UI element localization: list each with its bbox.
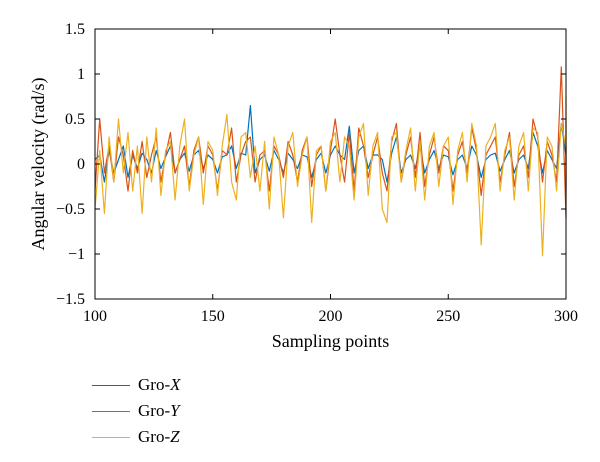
x-tick-label: 200 — [319, 308, 343, 325]
series-layer — [94, 66, 567, 257]
y-tick-label: −1 — [68, 246, 85, 263]
y-tick-label: 1.5 — [65, 21, 85, 38]
y-tick-label: 1 — [77, 66, 85, 83]
legend-label-gro-z: Gro-Z — [138, 427, 180, 446]
x-tick-label: 150 — [201, 308, 225, 325]
legend-label-gro-y: Gro-Y — [138, 401, 180, 420]
x-tick-label: 250 — [436, 308, 460, 325]
y-tick-label: 0.5 — [65, 111, 85, 128]
legend-swatch-gro-z — [92, 436, 130, 438]
legend-swatch-gro-y — [92, 410, 130, 412]
y-axis-label: Angular velocity (rad/s) — [28, 78, 49, 251]
y-tick-label: −0.5 — [56, 201, 85, 218]
y-tick-label: 0 — [77, 156, 85, 173]
y-tick-label: −1.5 — [56, 291, 85, 308]
series-line-gro-z — [94, 96, 567, 257]
legend-swatch-gro-x — [92, 384, 130, 386]
legend-item-gro-x: Gro-X — [92, 372, 181, 398]
x-axis-label: Sampling points — [272, 331, 390, 351]
legend-item-gro-z: Gro-Z — [92, 424, 181, 450]
x-tick-label: 300 — [554, 308, 578, 325]
legend-label-gro-x: Gro-X — [138, 375, 181, 394]
legend-item-gro-y: Gro-Y — [92, 398, 181, 424]
plot-frame — [94, 28, 567, 300]
ticks-layer: 100 150 200 250 300 −1.5 −1 −0.5 0 0.5 1 1.5 — [56, 21, 578, 325]
x-tick-label: 100 — [83, 308, 107, 325]
legend: Gro-X Gro-Y Gro-Z — [92, 372, 181, 450]
